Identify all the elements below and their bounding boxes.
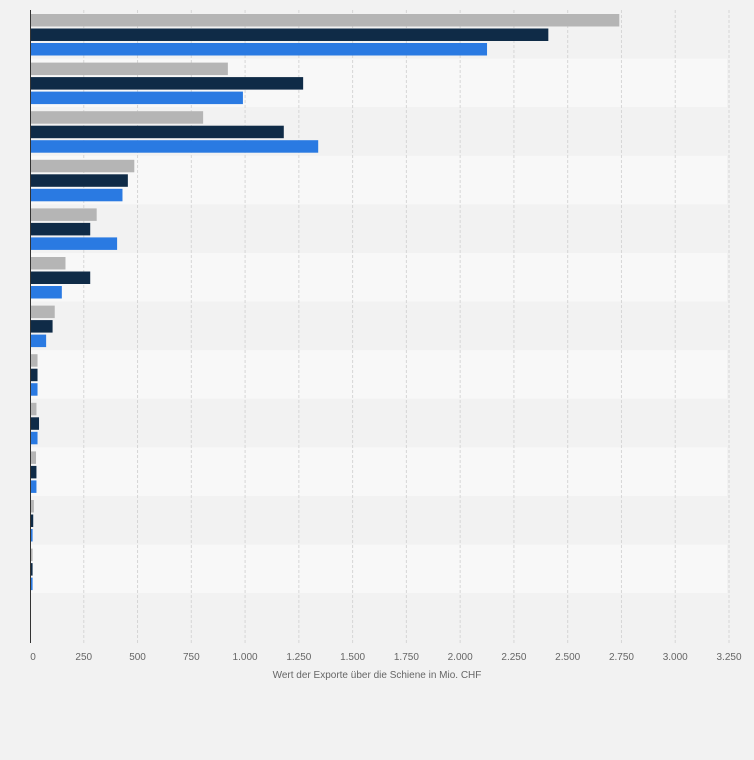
bar	[30, 480, 37, 493]
x-tick-label: 2.000	[448, 652, 473, 663]
bar	[30, 417, 40, 430]
x-tick-label: 1.000	[233, 652, 258, 663]
bar	[30, 529, 33, 542]
bar	[30, 257, 66, 270]
x-tick-label: 1.250	[286, 652, 311, 663]
bar	[30, 208, 97, 221]
bar	[30, 14, 620, 27]
bar	[30, 320, 53, 333]
x-tick-label: 0	[30, 652, 36, 663]
bar	[30, 354, 38, 367]
bars-group	[30, 14, 620, 591]
row-band	[30, 301, 727, 351]
x-tick-label: 3.250	[716, 652, 741, 663]
bar	[30, 222, 91, 236]
row-band	[30, 155, 727, 205]
bar	[30, 111, 204, 124]
bar	[30, 271, 91, 284]
bar	[30, 159, 135, 173]
bar	[30, 237, 118, 250]
row-band	[30, 253, 727, 302]
bar	[30, 43, 488, 56]
bar	[30, 514, 34, 527]
x-tick-label: 2.250	[501, 652, 526, 663]
bar	[30, 286, 62, 299]
bar	[30, 500, 34, 513]
row-bands	[30, 10, 727, 642]
bar	[30, 174, 128, 187]
bar	[30, 402, 37, 416]
bar	[30, 28, 549, 41]
x-tick-label: 500	[129, 652, 146, 663]
bar	[30, 563, 33, 576]
bar	[30, 451, 37, 464]
row-band	[30, 398, 727, 448]
row-band	[30, 496, 727, 545]
bar	[30, 548, 33, 562]
row-band	[30, 204, 727, 253]
bar	[30, 305, 55, 319]
row-band	[30, 544, 727, 594]
bar	[30, 62, 228, 76]
bar	[30, 125, 284, 139]
x-tick-label: 1.500	[340, 652, 365, 663]
x-axis-title: Wert der Exporte über die Schiene in Mio…	[273, 670, 482, 681]
bar	[30, 77, 304, 90]
bar	[30, 431, 38, 445]
bar	[30, 577, 33, 591]
bar	[30, 334, 47, 348]
bar	[30, 368, 38, 382]
bar	[30, 383, 38, 396]
bar	[30, 91, 243, 105]
x-tick-label: 750	[183, 652, 200, 663]
row-band	[30, 350, 727, 399]
x-tick-label: 250	[75, 652, 92, 663]
row-band	[30, 593, 727, 642]
x-tick-label: 3.000	[663, 652, 688, 663]
x-tick-label: 1.750	[394, 652, 419, 663]
x-tick-label: 2.750	[609, 652, 634, 663]
x-tick-labels: 0 250 500 750 1.000 1.250 1.500 1.750 2.000 2.250…	[30, 652, 742, 663]
bar	[30, 140, 319, 153]
bar	[30, 188, 123, 202]
bar	[30, 465, 37, 479]
row-band	[30, 447, 727, 496]
x-tick-label: 2.500	[555, 652, 580, 663]
